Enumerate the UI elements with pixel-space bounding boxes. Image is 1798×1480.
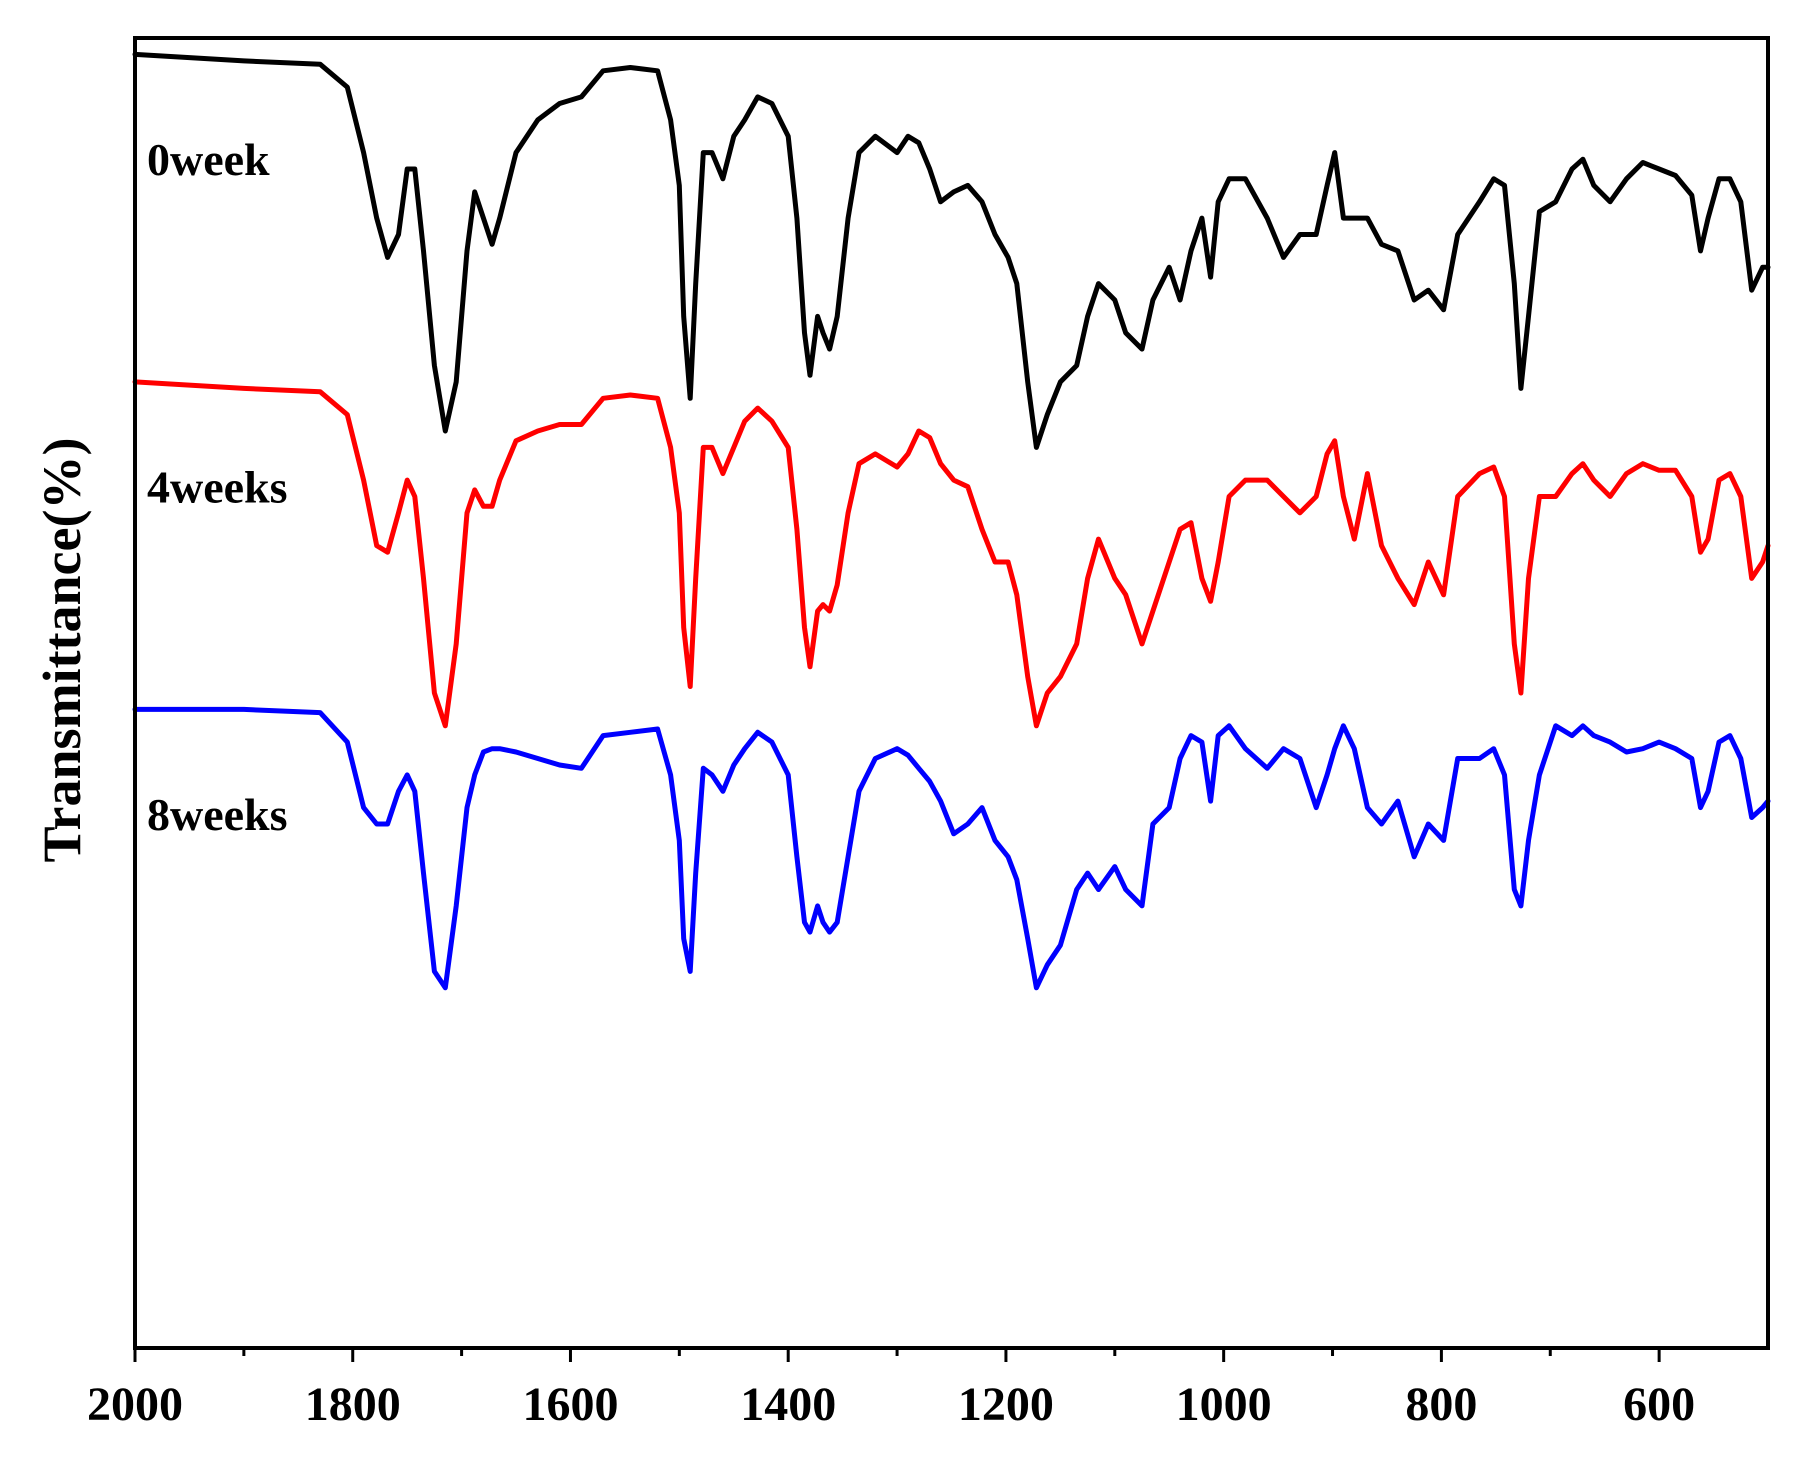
x-tick-label: 2000 (87, 1378, 183, 1431)
series-line-0week (132, 51, 1771, 450)
x-tick-label: 1800 (305, 1378, 401, 1431)
series-label-0week: 0week (147, 134, 270, 185)
x-tick-label: 1000 (1176, 1378, 1272, 1431)
series-line-8weeks (132, 706, 1771, 991)
y-axis-label: Transmittance(%) (32, 438, 92, 863)
x-axis: 2000 1800 1600 1400 1200 1000 800 600 (87, 1348, 1695, 1431)
x-tick-label: 1200 (958, 1378, 1054, 1431)
x-tick-label: 1600 (522, 1378, 618, 1431)
series-line-4weeks (132, 379, 1771, 729)
plot-frame (133, 36, 1770, 1350)
series-label-8weeks: 8weeks (147, 789, 288, 840)
x-tick-label: 600 (1623, 1378, 1695, 1431)
series-layer: 0week 4weeks 8weeks (132, 51, 1771, 991)
x-tick-label: 1400 (740, 1378, 836, 1431)
x-tick-label: 800 (1405, 1378, 1477, 1431)
series-label-4weeks: 4weeks (147, 462, 288, 513)
